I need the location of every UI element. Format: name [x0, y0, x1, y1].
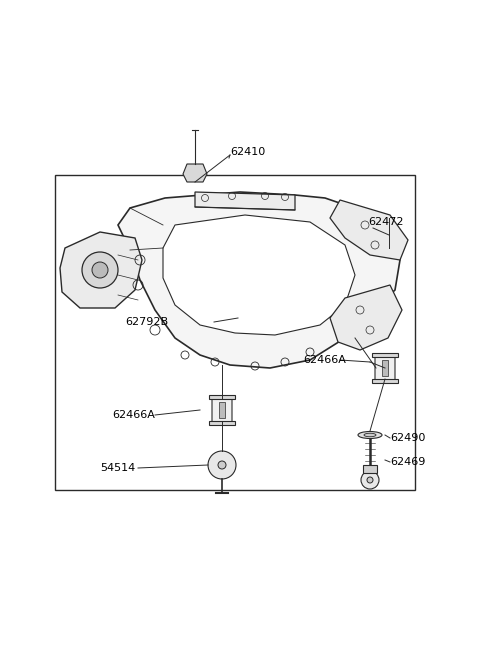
- Circle shape: [246, 314, 254, 322]
- Circle shape: [376, 235, 402, 261]
- Text: 62792B: 62792B: [125, 317, 168, 327]
- Text: 62466A: 62466A: [112, 410, 155, 420]
- Polygon shape: [183, 164, 207, 182]
- Ellipse shape: [358, 432, 382, 438]
- Bar: [209, 395, 235, 399]
- Ellipse shape: [364, 433, 376, 437]
- Bar: [219, 402, 225, 418]
- Bar: [363, 465, 377, 473]
- Bar: [382, 360, 388, 376]
- Polygon shape: [330, 200, 408, 260]
- FancyBboxPatch shape: [375, 356, 395, 380]
- Bar: [372, 379, 398, 383]
- Polygon shape: [195, 192, 295, 210]
- Circle shape: [208, 451, 236, 479]
- Text: 62472: 62472: [368, 217, 404, 227]
- Bar: [209, 421, 235, 425]
- Bar: [55, 175, 415, 490]
- Bar: [372, 353, 398, 357]
- Circle shape: [385, 244, 393, 252]
- Text: 62469: 62469: [390, 457, 425, 467]
- Polygon shape: [163, 215, 355, 335]
- FancyBboxPatch shape: [212, 398, 232, 422]
- Circle shape: [92, 262, 108, 278]
- Text: 54514: 54514: [100, 463, 135, 473]
- Text: 62466A: 62466A: [303, 355, 346, 365]
- Text: 62490: 62490: [390, 433, 425, 443]
- Polygon shape: [118, 192, 400, 368]
- Circle shape: [367, 477, 373, 483]
- Polygon shape: [60, 232, 142, 308]
- Circle shape: [82, 252, 118, 288]
- Circle shape: [218, 461, 226, 469]
- Circle shape: [361, 471, 379, 489]
- Circle shape: [238, 306, 262, 330]
- Polygon shape: [330, 285, 402, 350]
- Text: 62410: 62410: [230, 147, 265, 157]
